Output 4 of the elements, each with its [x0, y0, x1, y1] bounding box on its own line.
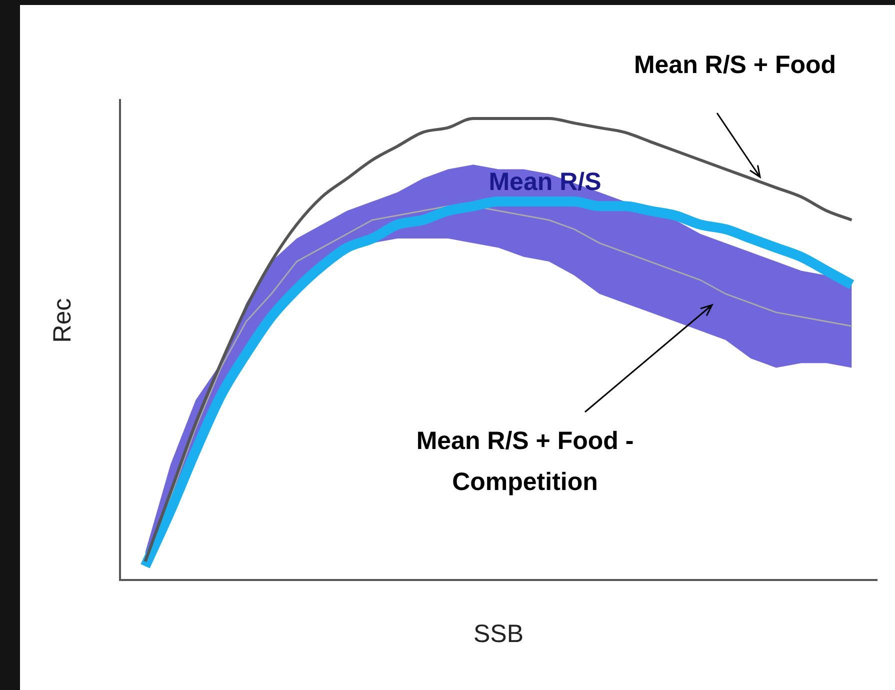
text: Mean R/S + Food — [632, 50, 838, 81]
y-axis-title: Rec — [48, 298, 78, 342]
x-axis-title: SSB — [474, 620, 524, 649]
annotation: Mean R/S + Food - Competition — [415, 426, 635, 498]
